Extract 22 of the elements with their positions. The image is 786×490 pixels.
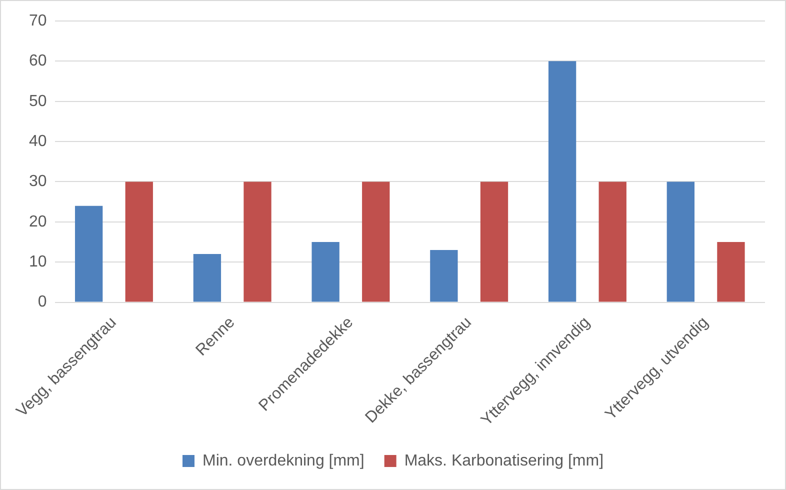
bar: [362, 182, 390, 302]
y-tick-label: 0: [38, 294, 47, 311]
bar: [717, 242, 745, 302]
bar: [598, 182, 626, 302]
bar: [74, 206, 103, 302]
bar: [548, 61, 576, 302]
bar: [312, 242, 340, 302]
y-tick-label: 30: [29, 173, 47, 190]
y-tick-label: 10: [29, 254, 47, 270]
y-tick-label: 70: [29, 12, 47, 30]
bar: [244, 182, 272, 302]
legend-label: Maks. Karbonatisering [mm]: [404, 452, 604, 470]
y-tick-label: 40: [29, 132, 47, 150]
bar: [125, 182, 153, 302]
bar: [430, 250, 458, 302]
y-tick-label: 20: [29, 213, 47, 230]
y-tick-label: 60: [29, 52, 47, 70]
bar: [193, 254, 222, 302]
y-tick-label: 50: [29, 92, 47, 110]
bar: [480, 182, 508, 302]
bar: [666, 182, 694, 302]
legend-label: Min. overdekning [mm]: [202, 452, 364, 470]
